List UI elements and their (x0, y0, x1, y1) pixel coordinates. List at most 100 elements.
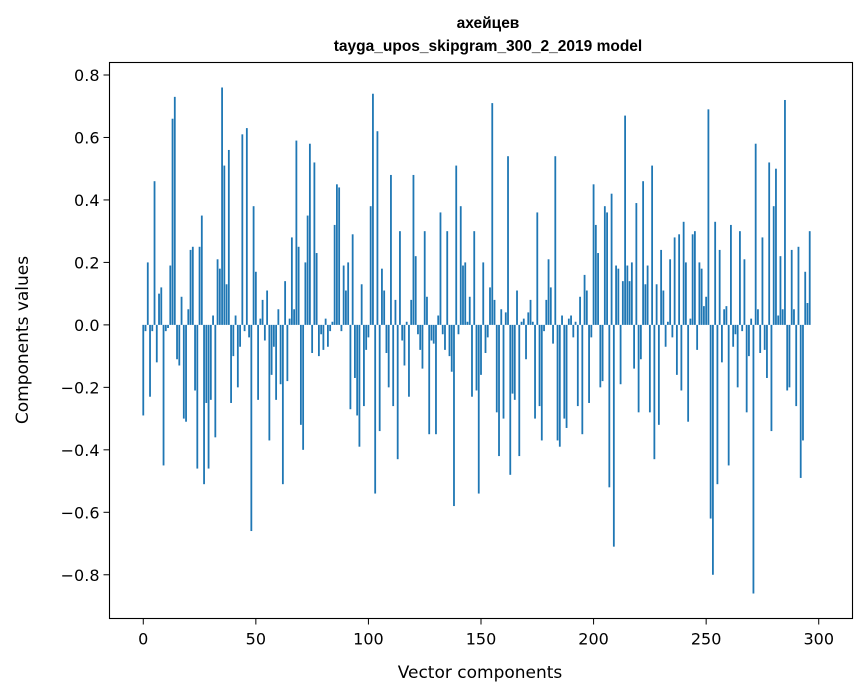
bar (723, 309, 726, 325)
bar (603, 206, 606, 325)
bar (698, 262, 701, 325)
bar (234, 315, 237, 325)
bar (655, 284, 658, 325)
bar (360, 284, 363, 325)
bar (669, 259, 672, 325)
bar (151, 324, 154, 332)
bar (200, 215, 203, 325)
bar (574, 321, 577, 325)
bar (178, 324, 181, 366)
bar (615, 265, 617, 325)
bar (637, 324, 640, 413)
bar (538, 324, 541, 407)
bar (448, 324, 451, 357)
bar (606, 212, 608, 325)
bar (313, 162, 316, 325)
bar (743, 259, 746, 325)
bar (507, 156, 509, 325)
bar (718, 249, 721, 325)
bar (646, 265, 649, 325)
y-axis-ticks: −0.8 −0.6 −0.4 −0.2 0.0 0.2 0.4 0.6 0.8 (61, 66, 110, 585)
bar (529, 299, 532, 325)
bar (540, 324, 543, 441)
bar (590, 324, 593, 338)
bar (662, 290, 665, 325)
bar (169, 265, 172, 325)
bar (365, 324, 368, 350)
x-tick-label: 100 (353, 630, 384, 649)
bar (527, 312, 530, 325)
bar (304, 262, 307, 325)
bar (502, 324, 505, 419)
bar (293, 309, 296, 325)
bar (295, 140, 298, 325)
bar (721, 324, 723, 363)
bar (167, 324, 169, 328)
plot-frame (108, 61, 854, 620)
y-axis-label: Components values (13, 256, 33, 424)
bar (459, 206, 462, 325)
bar (484, 324, 487, 353)
bar (286, 324, 289, 382)
bar (491, 103, 494, 325)
bar (504, 312, 507, 325)
bar (239, 324, 241, 347)
bar (482, 262, 485, 325)
x-tick-label: 200 (578, 630, 609, 649)
bar (142, 324, 145, 416)
y-tick-label: −0.6 (61, 503, 100, 522)
bar (261, 299, 264, 325)
bar (777, 315, 780, 325)
bar (243, 324, 246, 332)
bar (696, 324, 699, 350)
bar (421, 324, 424, 369)
bar (426, 296, 428, 325)
bar (705, 296, 708, 325)
y-tick-label: −0.4 (61, 441, 100, 460)
bar (376, 131, 379, 325)
bar (712, 324, 714, 575)
bar (779, 256, 782, 325)
bar (417, 324, 419, 335)
bar (347, 262, 350, 325)
bar (153, 181, 156, 325)
bar (252, 206, 255, 325)
bar (617, 268, 620, 325)
bar (306, 215, 309, 325)
bar (486, 324, 489, 338)
bar (766, 324, 768, 378)
bar (414, 256, 417, 325)
bar (259, 318, 262, 325)
bar (345, 290, 347, 325)
bar (187, 309, 190, 325)
bar (531, 321, 534, 325)
bar (784, 99, 786, 325)
bar (493, 299, 496, 325)
bar (408, 324, 410, 397)
bar (583, 274, 586, 325)
y-tick-label: 0.6 (74, 128, 99, 147)
bar (412, 174, 415, 325)
bar (682, 221, 685, 325)
bar (621, 281, 624, 325)
bar (799, 324, 802, 478)
bar (678, 234, 681, 325)
bar (687, 324, 690, 422)
bar (405, 321, 408, 325)
chart-subtitle: tayga_upos_skipgram_300_2_2019 model (334, 38, 642, 55)
bar (446, 231, 449, 325)
bar (315, 253, 318, 325)
bar (435, 324, 437, 435)
bar (657, 324, 660, 425)
x-axis-ticks: 0 50 100 150 200 250 300 (138, 618, 834, 649)
bar (349, 324, 352, 410)
bar (196, 324, 199, 469)
bar (498, 324, 500, 457)
bar (191, 246, 194, 325)
bar (547, 259, 550, 325)
bar (369, 206, 372, 325)
bar (333, 224, 336, 325)
bar (725, 306, 728, 325)
bar (311, 324, 314, 353)
bar (709, 324, 712, 519)
